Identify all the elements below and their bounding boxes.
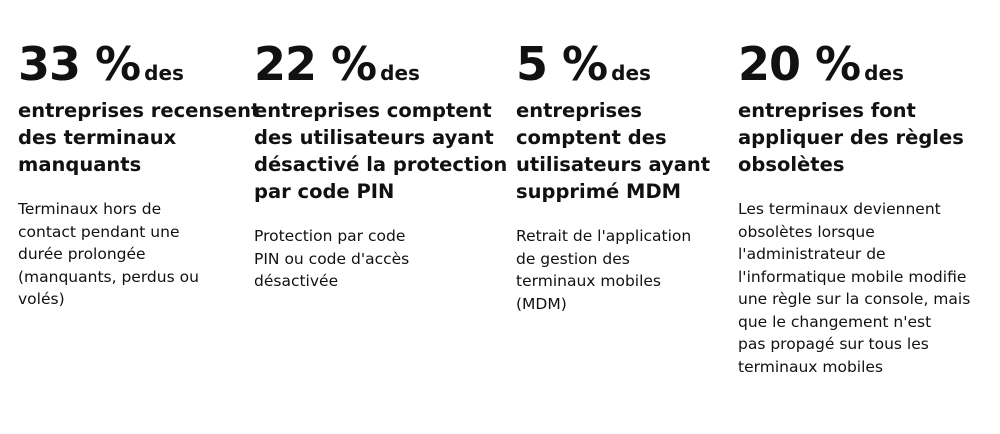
stat-figure: 33 %: [18, 37, 141, 91]
description-line: que le changement n'est: [738, 312, 932, 331]
description-line: une règle sur la console, mais: [738, 290, 971, 308]
headline-line: des terminaux: [18, 126, 177, 149]
stat-column: 22 % des entreprises comptent des utilisate…: [254, 38, 507, 293]
headline-line: entreprises recensent: [18, 99, 261, 122]
description-line: durée prolongée: [18, 245, 146, 263]
stat-column: 5 % des entreprises comptent des utilisateur…: [516, 38, 710, 315]
headline-line: des utilisateurs ayant: [254, 126, 494, 149]
stat-figure-row: 22 % des: [254, 38, 507, 99]
stat-description: Terminaux hors de contact pendant une duré…: [18, 198, 260, 311]
description-line: obsolètes lorsque: [738, 222, 875, 241]
headline-line: manquants: [18, 153, 142, 176]
description-line: l'administrateur de: [738, 245, 886, 263]
description-line: de gestion des: [516, 249, 630, 268]
headline-line: entreprises font: [738, 99, 916, 122]
stat-description: Protection par code PIN ou code d'accès dé…: [254, 225, 507, 293]
description-line: désactivée: [254, 272, 339, 290]
description-line: Protection par code: [254, 227, 406, 245]
stat-column: 20 % des entreprises font appliquer des règ…: [738, 38, 970, 378]
description-line: (manquants, perdus ou: [18, 267, 199, 286]
headline-line: comptent des: [516, 126, 667, 149]
stat-figure: 20 %: [738, 37, 861, 91]
stat-suffix: des: [864, 61, 904, 85]
headline-line: obsolètes: [738, 153, 845, 176]
stat-column: 33 % des entreprises recensent des terminau…: [18, 38, 260, 311]
description-line: Retrait de l'application: [516, 227, 692, 245]
stat-headline: entreprises comptent des utilisateurs ayan…: [516, 97, 710, 205]
stat-description: Les terminaux deviennent obsolètes lorsqu…: [738, 198, 970, 378]
headline-line: supprimé MDM: [516, 180, 682, 203]
headline-line: appliquer des règles: [738, 126, 964, 149]
description-line: Terminaux hors de: [18, 200, 162, 218]
stat-suffix: des: [611, 61, 651, 85]
description-line: (MDM): [516, 294, 567, 313]
description-line: PIN ou code d'accès: [254, 249, 410, 268]
headline-line: entreprises comptent: [254, 99, 492, 122]
description-line: terminaux mobiles: [516, 272, 662, 290]
description-line: volés): [18, 290, 65, 308]
headline-line: désactivé la protection: [254, 153, 508, 176]
stat-figure-row: 5 % des: [516, 38, 710, 99]
stat-figure: 5 %: [516, 37, 608, 91]
stat-description: Retrait de l'application de gestion des te…: [516, 225, 710, 315]
description-line: Les terminaux deviennent: [738, 200, 941, 218]
stat-figure-row: 20 % des: [738, 38, 970, 99]
headline-line: utilisateurs ayant: [516, 153, 711, 176]
description-line: pas propagé sur tous les: [738, 335, 929, 353]
stat-headline: entreprises font appliquer des règles obso…: [738, 97, 970, 178]
description-line: terminaux mobiles: [738, 357, 884, 376]
stat-headline: entreprises recensent des terminaux manqua…: [18, 97, 260, 178]
description-line: contact pendant une: [18, 222, 180, 241]
stat-figure-row: 33 % des: [18, 38, 260, 99]
stat-figure: 22 %: [254, 37, 377, 91]
stat-headline: entreprises comptent des utilisateurs aya…: [254, 97, 507, 205]
headline-line: entreprises: [516, 99, 642, 122]
description-line: l'informatique mobile modifie: [738, 267, 967, 286]
stat-suffix: des: [380, 61, 420, 85]
headline-line: par code PIN: [254, 180, 395, 203]
stat-suffix: des: [144, 61, 184, 85]
